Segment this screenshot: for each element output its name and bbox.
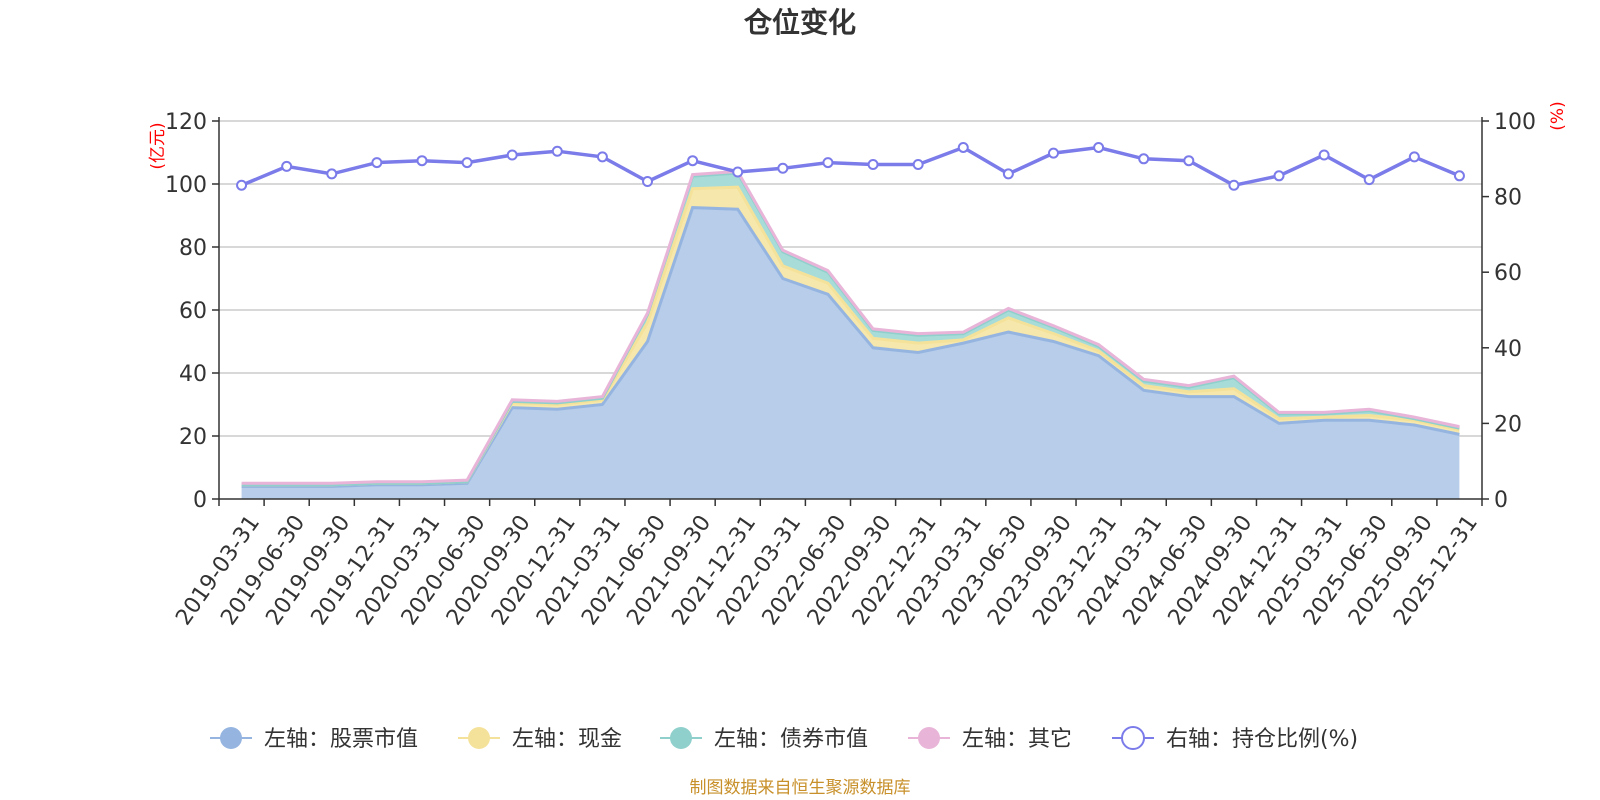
ratio-point-2023-09-30 [1047, 147, 1059, 159]
legend-item-other[interactable]: 左轴：其它 [908, 727, 1072, 752]
ratio-point-2022-12-31 [912, 158, 924, 170]
legend-marker-other [918, 727, 940, 749]
ratio-point-2019-03-31 [236, 179, 248, 191]
ratio-point-2021-03-31 [596, 151, 608, 163]
ratio-point-2022-03-31 [777, 162, 789, 174]
ratio-point-2025-06-30 [1363, 174, 1375, 186]
ratio-point-2022-06-30 [822, 157, 834, 169]
chart-title: 仓位变化 [744, 6, 856, 39]
legend-item-cash[interactable]: 左轴：现金 [458, 727, 622, 752]
area-series-0 [241, 207, 1460, 499]
left-tick-label-40: 40 [179, 362, 207, 387]
legend-marker-cash [468, 727, 490, 749]
axes: 0 20 40 60 80 100 120 0 20 40 60 80 100 [165, 110, 1536, 513]
ratio-point-2025-12-31 [1453, 170, 1465, 182]
ratio-point-2020-06-30 [461, 157, 473, 169]
ratio-point-2023-06-30 [1002, 168, 1014, 180]
x-axis-labels: 2019-03-312019-06-302019-09-302019-12-31… [171, 511, 1483, 630]
ratio-point-2023-12-31 [1093, 141, 1105, 153]
left-tick-label-80: 80 [179, 236, 207, 261]
right-axis-unit: (%) [1548, 101, 1568, 130]
right-tick-label-20: 20 [1494, 412, 1522, 437]
legend-label-cash: 左轴：现金 [512, 727, 622, 752]
stacked-areas [241, 169, 1460, 499]
right-tick-label-80: 80 [1494, 186, 1522, 211]
ratio-point-2021-09-30 [687, 155, 699, 167]
legend-item-bond[interactable]: 左轴：债券市值 [660, 727, 868, 752]
ratio-point-2022-09-30 [867, 158, 879, 170]
area-edge-0 [241, 206, 1460, 488]
ratio-point-2020-12-31 [551, 145, 563, 157]
left-tick-label-120: 120 [165, 110, 207, 135]
ratio-point-2021-06-30 [642, 175, 654, 187]
left-tick-label-60: 60 [179, 299, 207, 324]
ratio-point-2019-12-31 [371, 157, 383, 169]
area-edge-3 [241, 169, 1460, 485]
ratio-point-2024-12-31 [1273, 170, 1285, 182]
legend-label-ratio: 右轴：持仓比例(%) [1166, 727, 1358, 752]
legend-marker-stock [220, 727, 242, 749]
ratio-point-2025-03-31 [1318, 149, 1330, 161]
left-tick-label-100: 100 [165, 173, 207, 198]
ratio-point-2024-03-31 [1138, 153, 1150, 165]
ratio-point-2024-09-30 [1228, 179, 1240, 191]
ratio-point-2020-03-31 [416, 155, 428, 167]
source-note: 制图数据来自恒生聚源数据库 [690, 778, 911, 798]
ratio-point-2020-09-30 [506, 149, 518, 161]
left-tick-label-0: 0 [193, 488, 207, 513]
ratio-point-2025-09-30 [1408, 151, 1420, 163]
legend: 左轴：股票市值 左轴：现金 左轴：债券市值 左轴：其它 右轴：持仓比例(%) [210, 726, 1358, 752]
legend-marker-bond [670, 727, 692, 749]
legend-item-ratio[interactable]: 右轴：持仓比例(%) [1112, 726, 1358, 752]
holding-ratio-line [236, 141, 1465, 191]
right-tick-label-0: 0 [1494, 488, 1508, 513]
ratio-point-2021-12-31 [732, 166, 744, 178]
right-tick-label-40: 40 [1494, 337, 1522, 362]
legend-marker-ratio [1121, 726, 1145, 750]
ratio-line-path [240, 145, 1461, 188]
legend-item-stock[interactable]: 左轴：股票市值 [210, 727, 418, 752]
legend-label-other: 左轴：其它 [962, 727, 1072, 752]
legend-label-stock: 左轴：股票市值 [264, 727, 418, 752]
right-tick-label-100: 100 [1494, 110, 1536, 135]
left-axis-unit: (亿元) [148, 122, 168, 169]
ratio-point-2019-09-30 [326, 168, 338, 180]
ratio-point-2023-03-31 [957, 141, 969, 153]
legend-label-bond: 左轴：债券市值 [714, 727, 868, 752]
ratio-point-2024-06-30 [1183, 155, 1195, 167]
right-tick-label-60: 60 [1494, 261, 1522, 286]
ratio-point-2019-06-30 [281, 160, 293, 172]
left-tick-label-20: 20 [179, 425, 207, 450]
